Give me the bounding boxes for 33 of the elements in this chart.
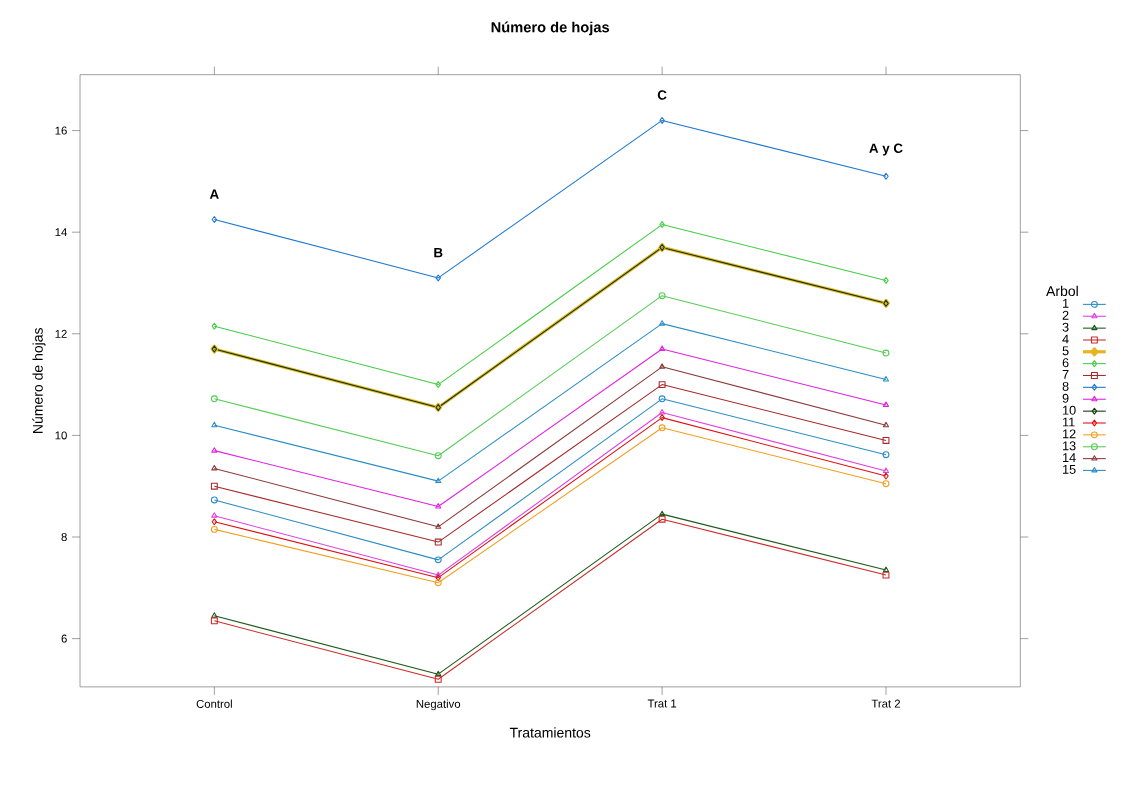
y-tick-label: 8 [61, 533, 67, 542]
x-tick-label: Negativo [416, 699, 461, 711]
legend-label: 8 [1062, 381, 1069, 391]
y-tick-label: 12 [55, 329, 67, 338]
legend-label: 3 [1062, 322, 1069, 332]
annotation: A y C [869, 143, 903, 156]
legend-label: 5 [1062, 346, 1069, 356]
legend-label: 11 [1063, 417, 1075, 427]
legend-label: 12 [1063, 429, 1076, 439]
annotation: C [657, 90, 667, 100]
x-tick-label: Trat 1 [647, 699, 677, 708]
legend-label: 10 [1063, 405, 1076, 415]
y-tick-label: 6 [61, 634, 67, 643]
legend-title: Arbol [1046, 285, 1078, 297]
legend-label: 9 [1062, 393, 1069, 403]
x-axis-title: Tratamientos [509, 727, 591, 738]
y-tick-label: 10 [55, 431, 67, 440]
annotation: B [434, 248, 443, 258]
legend-label: 1 [1063, 299, 1069, 308]
y-tick-label: 16 [55, 126, 67, 135]
legend-label: 14 [1063, 453, 1076, 463]
chart-title: Número de hojas [491, 21, 610, 36]
annotation: A [209, 189, 219, 199]
legend-label: 15 [1063, 465, 1076, 474]
x-tick-label: Trat 2 [871, 699, 900, 708]
y-tick-label: 14 [55, 228, 67, 237]
y-axis-title: Número de hojas [32, 328, 46, 433]
x-tick-label: Control [196, 699, 232, 708]
legend-label: 7 [1062, 370, 1069, 379]
legend-label: 2 [1062, 310, 1069, 320]
legend-label: 6 [1062, 358, 1069, 368]
legend-label: 4 [1062, 334, 1069, 344]
legend-label: 13 [1063, 441, 1076, 451]
